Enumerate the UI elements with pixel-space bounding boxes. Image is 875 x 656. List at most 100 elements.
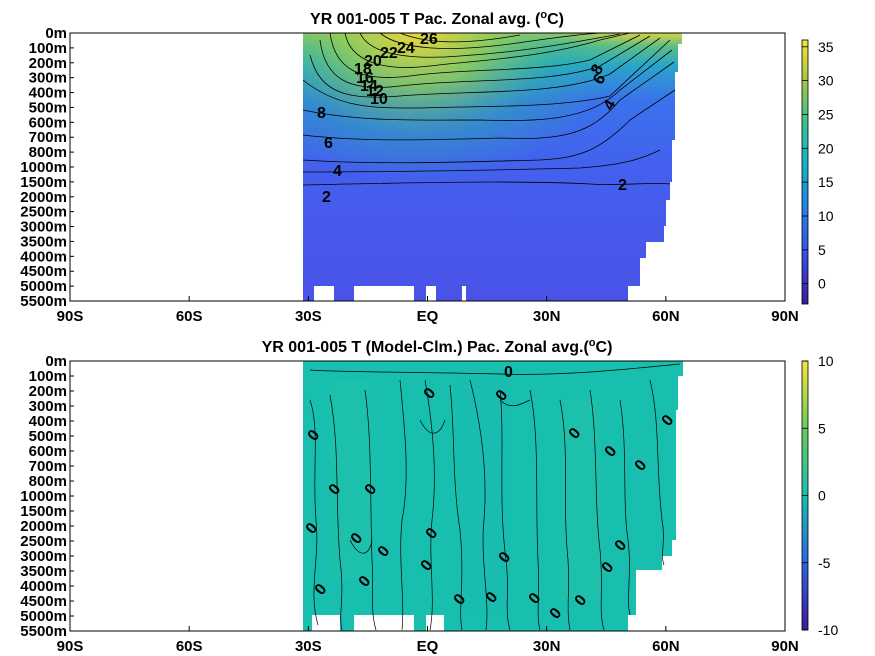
y-tick-label: 800m — [29, 473, 67, 490]
y-tick-label: 4500m — [20, 263, 67, 280]
contour-label: 0 — [504, 364, 513, 381]
y-tick-label: 3000m — [20, 219, 67, 236]
contour-label: 16 — [356, 70, 374, 87]
x-tick-label: 90N — [771, 638, 799, 655]
x-tick-label: EQ — [417, 638, 439, 655]
colorbar-tick-label: 35 — [818, 39, 834, 55]
y-tick-label: 200m — [29, 383, 67, 400]
x-tick-label: 60N — [652, 308, 680, 325]
colorbar-tick-label: 10 — [818, 208, 834, 224]
bottom-colorbar-ticks: 10 5 0 -5 -10 — [802, 353, 838, 638]
top-seafloor-gap — [314, 286, 334, 301]
y-tick-label: 400m — [29, 85, 67, 102]
x-tick-label: 30S — [295, 308, 322, 325]
x-tick-label: EQ — [417, 308, 439, 325]
y-tick-label: 300m — [29, 70, 67, 87]
y-tick-label: 500m — [29, 99, 67, 116]
x-tick-label: 90S — [57, 638, 84, 655]
x-tick-label: 30S — [295, 638, 322, 655]
x-tick-label: 30N — [533, 308, 561, 325]
x-tick-label: 30N — [533, 638, 561, 655]
contour-label: 2 — [322, 189, 331, 206]
top-chart-title: YR 001-005 T Pac. Zonal avg. (oC) — [310, 9, 564, 28]
y-tick-label: 4000m — [20, 578, 67, 595]
colorbar-tick-label: 0 — [818, 276, 826, 292]
y-tick-label: 300m — [29, 398, 67, 415]
top-contours — [302, 33, 676, 186]
contour-label: 2 — [618, 177, 627, 194]
y-tick-label: 800m — [29, 144, 67, 161]
y-tick-label: 2000m — [20, 189, 67, 206]
top-colorbar — [801, 39, 809, 305]
bottom-x-axis: 90S 60S 30S EQ 30N 60N 90N — [57, 626, 799, 655]
bottom-field: 0 0 0 0 0 0 0 0 0 0 0 0 0 0 0 0 0 0 0 0 — [303, 361, 683, 631]
y-tick-label: 5500m — [20, 293, 67, 310]
contour-label: 10 — [370, 91, 388, 108]
bottom-anomaly-patch — [560, 400, 600, 600]
y-tick-label: 100m — [29, 368, 67, 385]
colorbar-tick-label: 0 — [818, 488, 826, 504]
y-tick-label: 200m — [29, 55, 67, 72]
y-tick-label: 600m — [29, 443, 67, 460]
y-tick-label: 2500m — [20, 533, 67, 550]
bottom-anomaly-field — [340, 615, 354, 631]
bottom-anomaly-field — [303, 615, 312, 631]
colorbar-tick-label: 10 — [818, 353, 834, 369]
contour-label: 24 — [397, 40, 415, 57]
bottom-chart-title: YR 001-005 T (Model-Clm.) Pac. Zonal avg… — [262, 337, 613, 356]
y-tick-label: 2000m — [20, 518, 67, 535]
y-tick-label: 3000m — [20, 548, 67, 565]
y-tick-label: 0m — [45, 353, 67, 370]
top-contour-labels: 26 24 22 20 18 16 14 12 10 8 6 4 2 8 6 4… — [317, 31, 627, 206]
y-tick-label: 4000m — [20, 248, 67, 265]
y-tick-label: 1000m — [20, 159, 67, 176]
y-tick-label: 700m — [29, 458, 67, 475]
colorbar-tick-label: 5 — [818, 420, 826, 436]
y-tick-label: 1500m — [20, 174, 67, 191]
y-tick-label: 0m — [45, 25, 67, 42]
top-seafloor-gap — [354, 286, 414, 301]
contour-label: 26 — [420, 31, 438, 48]
bottom-panel: YR 001-005 T (Model-Clm.) Pac. Zonal avg… — [20, 337, 838, 655]
x-tick-label: 90S — [57, 308, 84, 325]
x-tick-label: 60S — [176, 308, 203, 325]
top-field: 26 24 22 20 18 16 14 12 10 8 6 4 2 8 6 4… — [302, 31, 682, 301]
y-tick-label: 5000m — [20, 278, 67, 295]
contour-label: 18 — [354, 61, 372, 78]
colorbar-tick-label: 5 — [818, 242, 826, 258]
bottom-contours — [309, 363, 681, 631]
colorbar-tick-label: 25 — [818, 106, 834, 122]
y-tick-label: 100m — [29, 40, 67, 57]
bottom-y-axis: 0m100m200m300m400m500m600m700m800m1000m1… — [20, 353, 74, 640]
contour-label: 6 — [324, 135, 333, 152]
contour-label: 12 — [366, 83, 384, 100]
y-tick-label: 600m — [29, 114, 67, 131]
bottom-anomaly-field — [303, 361, 683, 615]
contour-label: 4 — [333, 163, 342, 180]
bottom-anomaly-patch — [330, 380, 370, 580]
y-tick-label: 400m — [29, 413, 67, 430]
contour-label: 14 — [360, 78, 378, 95]
y-tick-label: 1500m — [20, 503, 67, 520]
top-colorbar-ticks: 35 30 25 20 15 10 5 0 — [802, 39, 834, 292]
y-tick-label: 500m — [29, 428, 67, 445]
bottom-anomaly-field — [414, 615, 426, 631]
top-panel: YR 001-005 T Pac. Zonal avg. (oC) — [20, 9, 834, 325]
bottom-anomaly-field — [444, 615, 628, 631]
colorbar-tick-label: 15 — [818, 174, 834, 190]
colorbar-tick-label: 30 — [818, 73, 834, 89]
y-tick-label: 5000m — [20, 608, 67, 625]
contour-label: 20 — [364, 53, 382, 70]
top-y-axis: 0m100m200m300m400m500m600m700m800m1000m1… — [20, 25, 74, 310]
x-tick-label: 90N — [771, 308, 799, 325]
y-tick-label: 5500m — [20, 623, 67, 640]
y-tick-label: 4500m — [20, 593, 67, 610]
x-tick-label: 60N — [652, 638, 680, 655]
y-tick-label: 2500m — [20, 204, 67, 221]
y-tick-label: 3500m — [20, 563, 67, 580]
contour-label: 8 — [317, 105, 326, 122]
y-tick-label: 1000m — [20, 488, 67, 505]
colorbar-tick-label: -5 — [818, 555, 831, 571]
colorbar-tick-label: -10 — [818, 622, 838, 638]
